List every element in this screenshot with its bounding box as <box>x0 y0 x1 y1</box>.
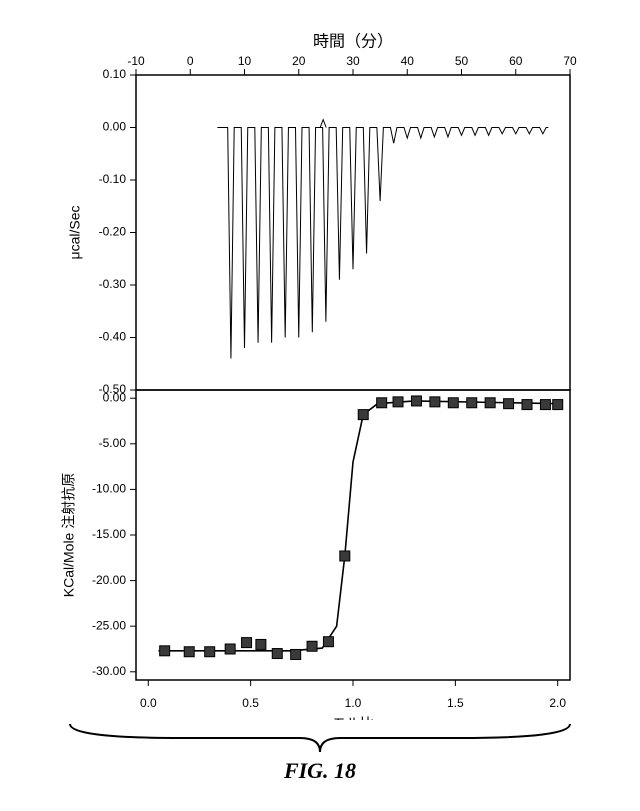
svg-text:-20.00: -20.00 <box>92 573 126 587</box>
svg-text:70: 70 <box>563 54 577 68</box>
svg-text:2.0: 2.0 <box>549 696 566 710</box>
svg-text:20: 20 <box>292 54 306 68</box>
svg-text:-0.40: -0.40 <box>99 330 127 344</box>
svg-text:1.5: 1.5 <box>447 696 464 710</box>
svg-text:50: 50 <box>455 54 469 68</box>
svg-text:10: 10 <box>238 54 252 68</box>
svg-text:0.5: 0.5 <box>242 696 259 710</box>
figure-caption: FIG. 18 <box>0 758 640 784</box>
svg-text:30: 30 <box>346 54 360 68</box>
svg-text:-5.00: -5.00 <box>99 436 127 450</box>
svg-text:-30.00: -30.00 <box>92 664 126 678</box>
svg-text:-25.00: -25.00 <box>92 618 126 632</box>
svg-text:0.00: 0.00 <box>103 390 127 404</box>
svg-text:KCal/Mole 注射抗原: KCal/Mole 注射抗原 <box>61 473 77 597</box>
svg-text:40: 40 <box>401 54 415 68</box>
svg-text:60: 60 <box>509 54 523 68</box>
svg-text:0.00: 0.00 <box>103 120 127 134</box>
svg-text:0.10: 0.10 <box>103 67 127 81</box>
svg-text:0: 0 <box>187 54 194 68</box>
figure-svg: 時間（分）-10010203040506070-0.50-0.40-0.30-0… <box>50 20 590 720</box>
svg-text:時間（分）: 時間（分） <box>313 32 393 50</box>
svg-text:1.0: 1.0 <box>345 696 362 710</box>
svg-text:-10: -10 <box>127 54 145 68</box>
svg-text:0.0: 0.0 <box>140 696 157 710</box>
svg-text:-0.20: -0.20 <box>99 225 127 239</box>
figure-brace <box>50 720 590 760</box>
svg-text:-0.30: -0.30 <box>99 277 127 291</box>
svg-text:-0.10: -0.10 <box>99 172 127 186</box>
svg-text:-10.00: -10.00 <box>92 482 126 496</box>
svg-text:μcal/Sec: μcal/Sec <box>67 206 83 260</box>
svg-text:-15.00: -15.00 <box>92 527 126 541</box>
